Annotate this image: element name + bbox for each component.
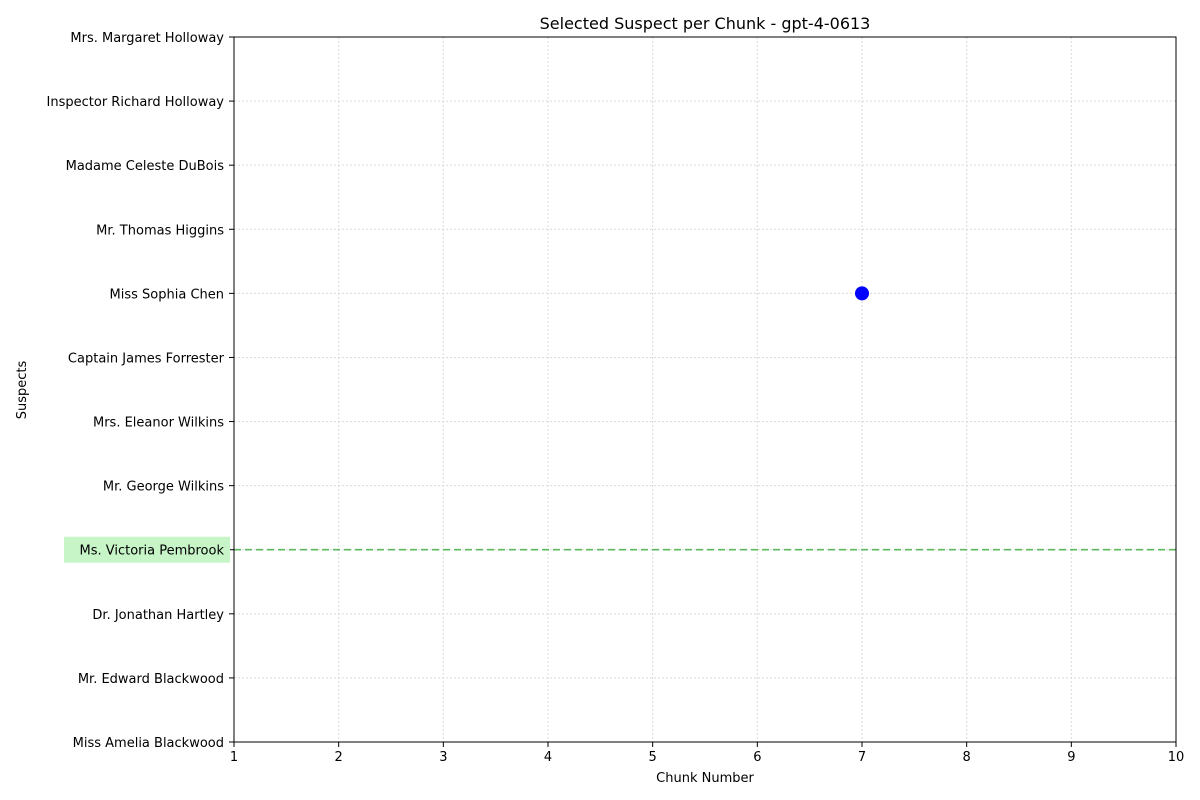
y-axis-title: Suspects [15, 361, 30, 420]
x-axis-ticks: 1 2 3 4 5 6 7 8 9 10 [230, 742, 1184, 765]
x-tick-label: 6 [753, 750, 761, 765]
x-tick-label: 1 [230, 750, 238, 765]
plot-frame [233, 36, 1177, 743]
y-tick-label: Dr. Jonathan Hartley [92, 608, 224, 623]
y-tick-label: Madame Celeste DuBois [66, 159, 225, 174]
grid-lines [233, 36, 1177, 743]
y-tick-label: Captain James Forrester [68, 351, 225, 366]
y-tick-label: Ms. Victoria Pembrook [79, 544, 224, 559]
x-tick-label: 8 [963, 750, 971, 765]
data-points [855, 286, 869, 301]
y-tick-label: Mr. George Wilkins [103, 480, 224, 495]
y-axis-ticks: Miss Amelia Blackwood Mr. Edward Blackwoo… [47, 31, 234, 751]
chart-title: Selected Suspect per Chunk - gpt-4-0613 [540, 14, 871, 33]
y-tick-label: Mr. Thomas Higgins [96, 223, 224, 238]
x-tick-label: 9 [1067, 750, 1075, 765]
y-tick-label: Mrs. Eleanor Wilkins [93, 416, 224, 431]
y-tick-label: Mrs. Margaret Holloway [70, 31, 224, 46]
x-tick-label: 10 [1168, 750, 1185, 765]
x-tick-label: 3 [439, 750, 447, 765]
data-point [855, 286, 869, 301]
x-axis-title: Chunk Number [656, 771, 754, 786]
y-tick-label: Miss Sophia Chen [110, 287, 224, 302]
y-tick-label: Mr. Edward Blackwood [78, 672, 224, 687]
y-tick-label: Inspector Richard Holloway [47, 95, 225, 110]
x-tick-label: 5 [649, 750, 657, 765]
x-tick-label: 2 [335, 750, 343, 765]
x-tick-label: 7 [858, 750, 866, 765]
x-tick-label: 4 [544, 750, 552, 765]
y-tick-label: Miss Amelia Blackwood [73, 736, 224, 751]
highlight-label-background [64, 536, 230, 563]
